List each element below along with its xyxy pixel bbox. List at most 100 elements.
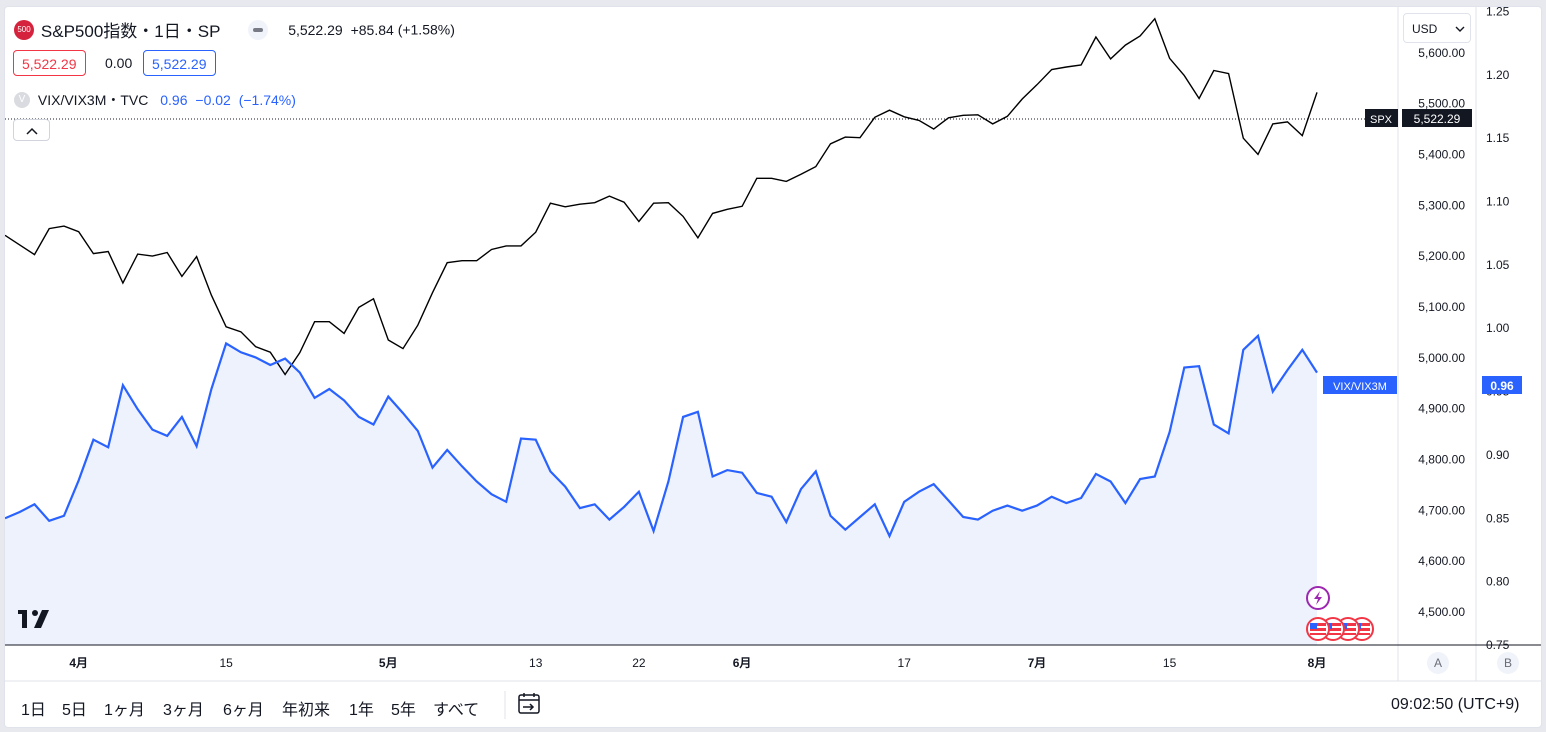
vix-point-26 [386, 395, 390, 399]
vix-point-30 [445, 448, 449, 452]
spx-point-75 [1109, 57, 1113, 61]
vix-point-86 [1271, 390, 1275, 394]
vix-point-20 [298, 371, 302, 375]
chart-canvas[interactable]: 5,600.00 5,500.00 5,400.00 5,300.00 5,200.00… [5, 7, 1541, 727]
spx-point-84 [1241, 136, 1245, 140]
vix-point-34 [504, 500, 508, 504]
vix-point-63 [932, 482, 936, 486]
spx-point-45 [666, 201, 670, 205]
vix-point-77 [1138, 477, 1142, 481]
compare-value: 0.96 [160, 92, 188, 108]
spx-point-63 [932, 127, 936, 131]
spx-point-19 [283, 373, 287, 377]
spx-point-64 [946, 116, 950, 120]
vix-point-88 [1300, 348, 1304, 352]
vix-point-17 [254, 355, 258, 359]
buy-price-button[interactable]: 5,522.29 [143, 50, 216, 76]
spx-point-31 [460, 259, 464, 263]
vix-point-73 [1079, 496, 1083, 500]
timeframe-6m[interactable]: 6ヶ月 [223, 702, 264, 719]
us-flag-icon[interactable] [1306, 617, 1374, 641]
vix-point-22 [327, 387, 331, 391]
spx-point-22 [327, 320, 331, 324]
vix-point-39 [578, 506, 582, 510]
spx-point-52 [770, 176, 774, 180]
axis-a-button[interactable]: A [1427, 652, 1449, 674]
spx-point-73 [1079, 63, 1083, 67]
timeframe-5d[interactable]: 5日 [62, 702, 87, 719]
price-tick-label: 5,300.00 [1418, 198, 1465, 212]
spx-point-14 [209, 293, 213, 297]
spx-point-34 [504, 244, 508, 248]
vix-point-60 [887, 534, 891, 538]
timeframe-1m[interactable]: 1ヶ月 [104, 702, 145, 719]
eye-icon[interactable] [248, 19, 269, 40]
timeframe-all[interactable]: すべて [433, 702, 480, 719]
sell-price-button[interactable]: 5,522.29 [13, 50, 86, 76]
axis-b-button[interactable]: B [1497, 652, 1519, 674]
spx-point-20 [298, 351, 302, 355]
vix-point-83 [1227, 431, 1231, 435]
chevron-up-icon [26, 127, 38, 135]
spx-point-38 [563, 205, 567, 209]
compare-change-pct: (−1.74%) [238, 92, 296, 108]
ratio-tick-label: 0.90 [1486, 448, 1510, 462]
spx-series-line[interactable] [5, 17, 1318, 376]
spx-tag-label: SPX [1370, 114, 1393, 126]
timeframe-1y[interactable]: 1年 [349, 702, 374, 719]
price-scale-ticks[interactable]: 5,600.00 5,500.00 5,400.00 5,300.00 5,200.00… [1418, 46, 1465, 619]
spx-point-70 [1035, 83, 1039, 87]
timeframe-3m[interactable]: 3ヶ月 [163, 702, 204, 719]
vix-point-38 [563, 485, 567, 489]
vix-point-8 [121, 383, 125, 387]
spx-point-74 [1094, 35, 1098, 39]
spx-point-12 [180, 274, 184, 278]
spx-point-68 [1005, 114, 1009, 118]
vix-point-9 [136, 407, 140, 411]
compare-symbol-name[interactable]: VIX/VIX3M・TVC [37, 92, 149, 108]
spx-point-9 [136, 252, 140, 256]
vix-point-61 [902, 500, 906, 504]
ratio-scale-ticks[interactable]: 1.251.201.151.101.051.000.950.900.850.80… [1486, 7, 1510, 652]
spx-point-66 [976, 113, 980, 117]
spx-point-6 [91, 252, 95, 256]
vix-tag-label: VIX/VIX3M [1333, 381, 1387, 393]
spx-point-8 [121, 281, 125, 285]
collapse-legend-button[interactable] [13, 119, 50, 141]
clock-timezone[interactable]: 09:02:50 (UTC+9) [1391, 696, 1520, 713]
spx-point-26 [386, 338, 390, 342]
vix-series-line[interactable] [5, 333, 1318, 539]
vix-point-12 [180, 415, 184, 419]
vix-point-80 [1182, 365, 1186, 369]
currency-select[interactable]: USD [1403, 13, 1471, 43]
spx-point-87 [1286, 120, 1290, 124]
vix-point-41 [607, 518, 611, 522]
vix-point-6 [91, 438, 95, 442]
timeframe-ytd[interactable]: 年初来 [282, 702, 331, 719]
vix-point-13 [195, 444, 199, 448]
vix-point-75 [1109, 480, 1113, 484]
spx-point-35 [519, 244, 523, 248]
time-tick-label: 8月 [1308, 656, 1327, 670]
spx-point-78 [1153, 17, 1157, 21]
symbol-logo-icon[interactable]: 500 [14, 19, 34, 40]
vix-point-87 [1286, 368, 1290, 372]
timeframe-1d[interactable]: 1日 [21, 702, 46, 719]
calendar-range-icon[interactable] [518, 693, 540, 714]
lightning-icon[interactable] [1306, 586, 1330, 610]
time-scale-ticks[interactable]: 4月 15 5月 13 22 6月 17 7月 15 8月 [69, 656, 1326, 670]
spx-point-71 [1050, 68, 1054, 72]
timeframe-5y[interactable]: 5年 [391, 702, 416, 719]
tradingview-logo-icon[interactable] [18, 610, 49, 628]
vix-point-10 [150, 428, 154, 432]
price-tick-label: 4,700.00 [1418, 503, 1465, 517]
spx-point-28 [416, 323, 420, 327]
spx-point-27 [401, 347, 405, 351]
ratio-tick-label: 1.10 [1486, 195, 1510, 209]
vix-point-76 [1123, 501, 1127, 505]
spx-point-10 [150, 254, 154, 258]
ratio-tick-label: 0.85 [1486, 511, 1510, 525]
vix-point-71 [1050, 495, 1054, 499]
spx-point-25 [372, 297, 376, 301]
symbol-title[interactable]: S&P500指数・1日・SP [40, 22, 221, 41]
